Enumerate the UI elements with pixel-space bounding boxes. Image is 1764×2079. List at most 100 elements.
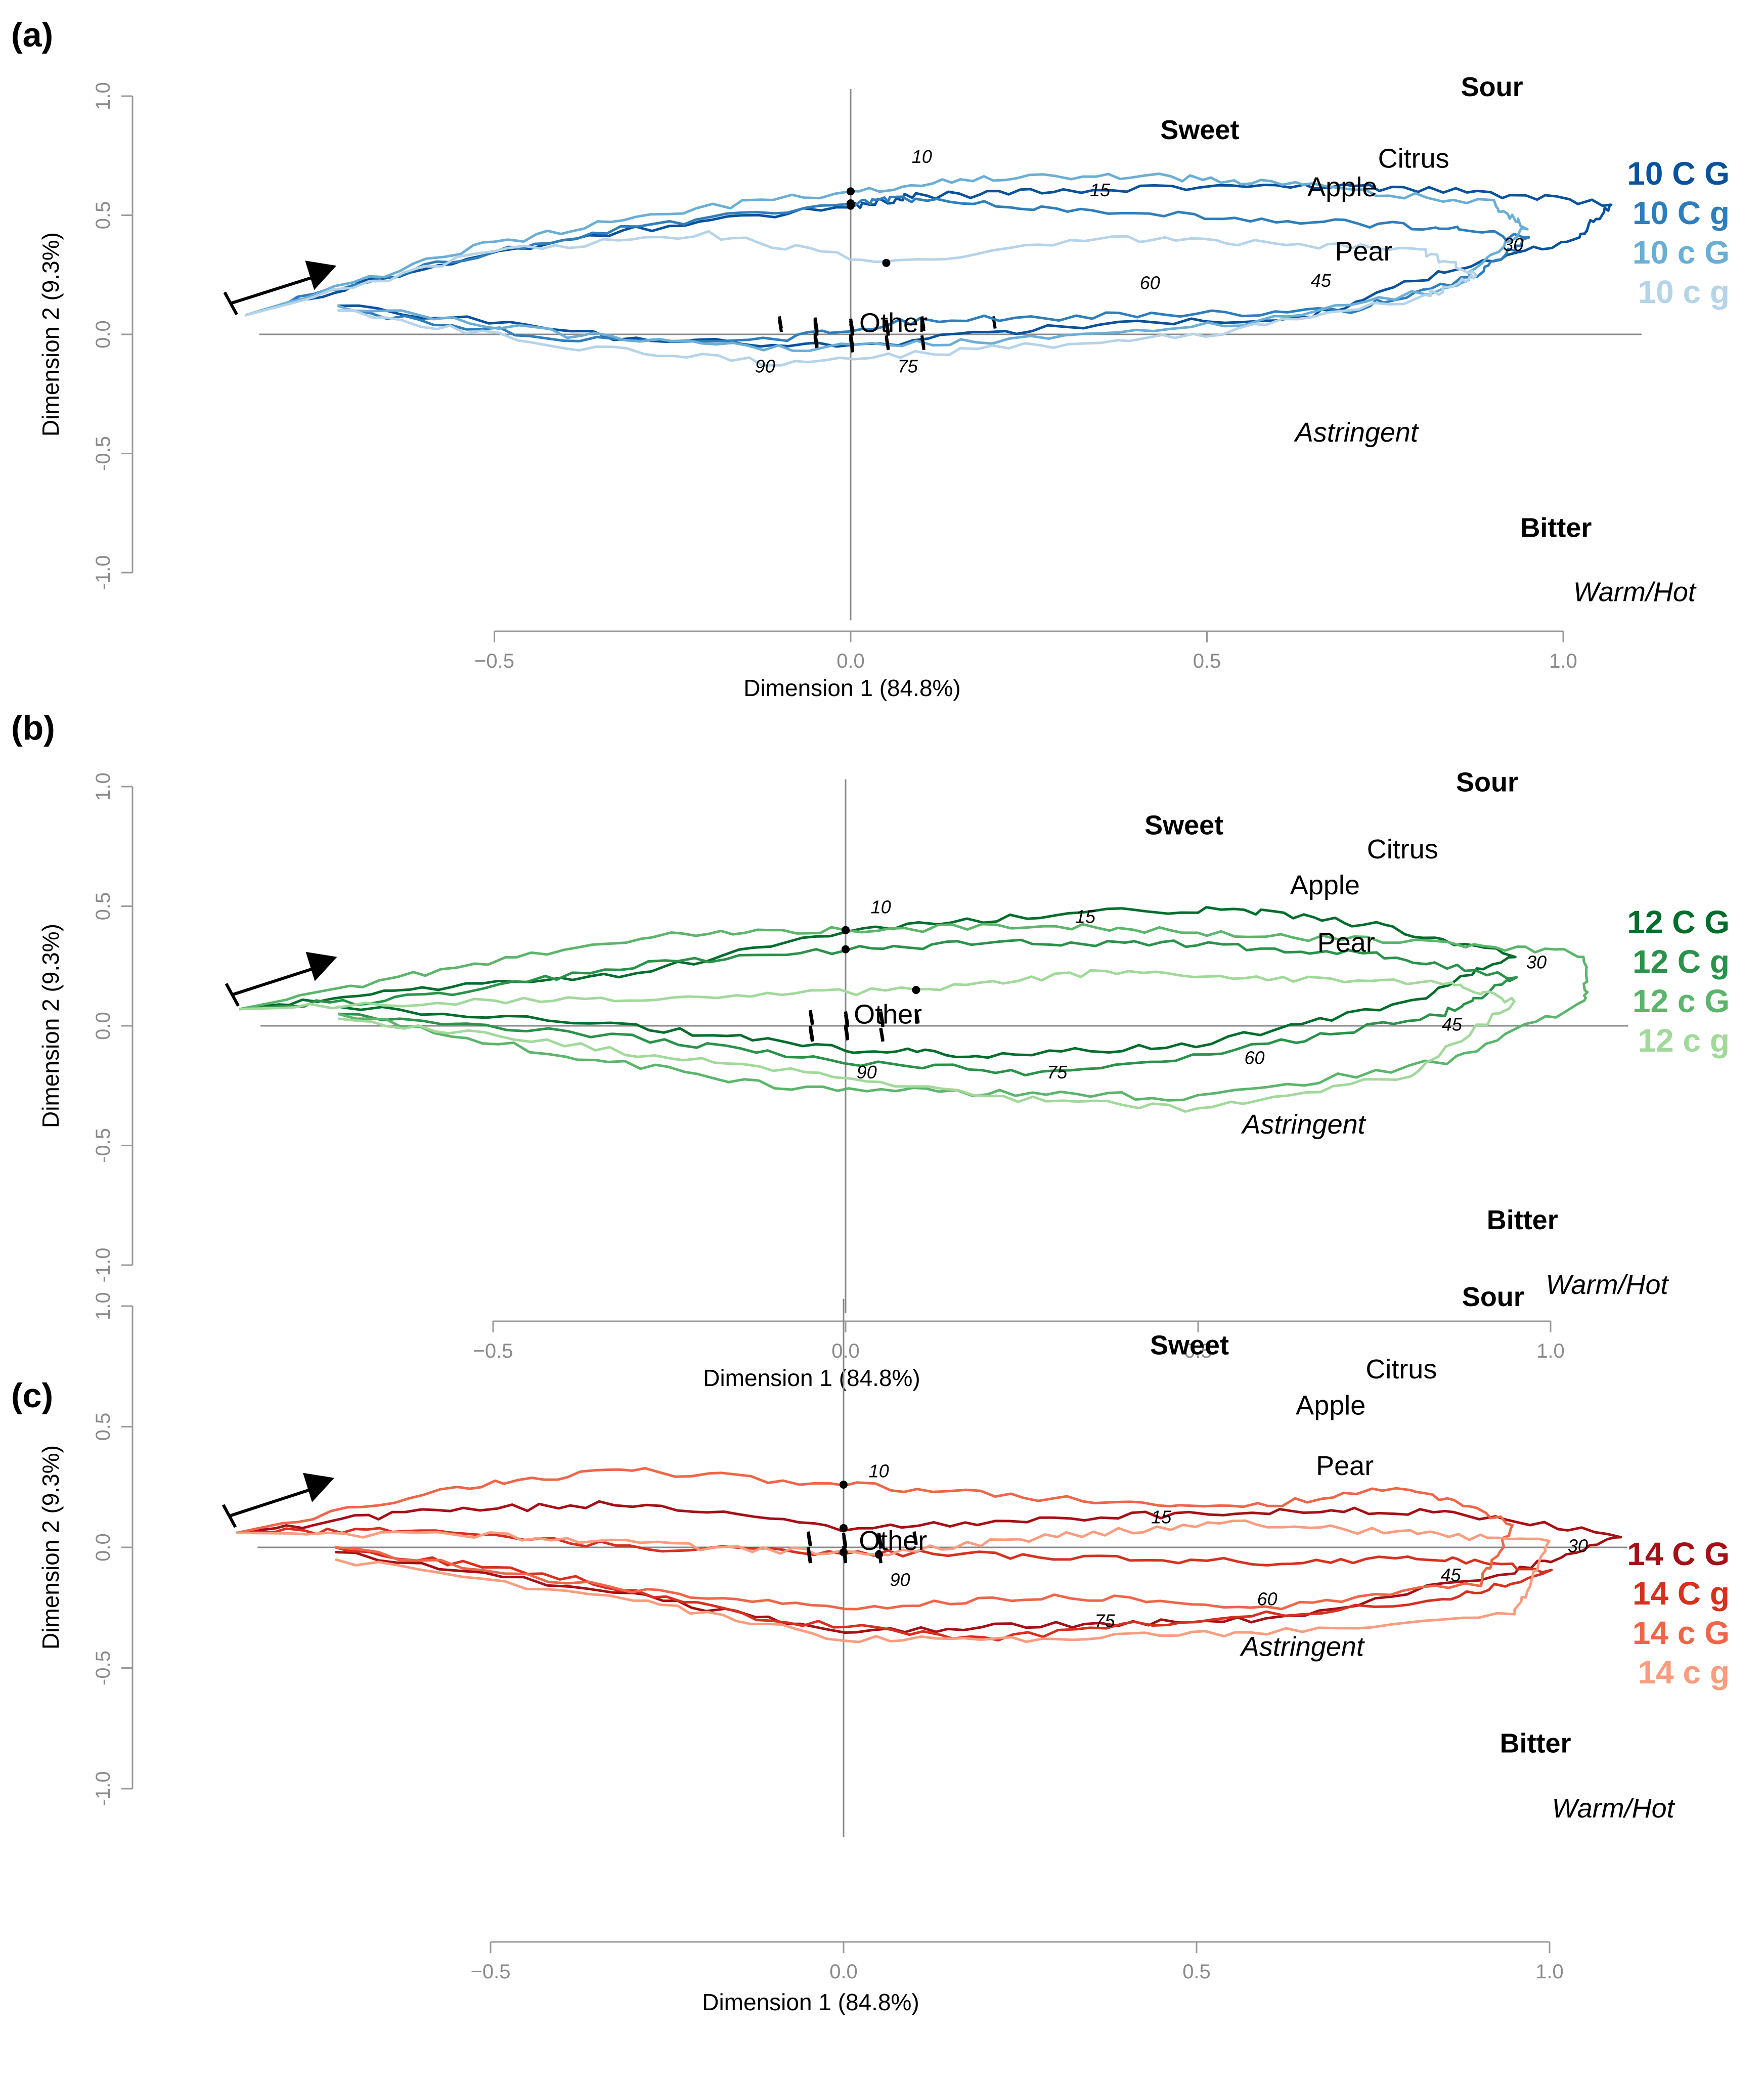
y-tick-label: 1.0 bbox=[92, 82, 114, 110]
time-label: 15 bbox=[1151, 1506, 1172, 1527]
y-tick-label: 1.0 bbox=[92, 1292, 114, 1320]
time-label: 45 bbox=[1442, 1014, 1463, 1034]
x-tick-label: 0.0 bbox=[836, 650, 865, 672]
legend-entry: 10 c G bbox=[1633, 234, 1730, 271]
series-line-10-C-G bbox=[244, 183, 1613, 348]
attribute-label-bitter: Bitter bbox=[1520, 512, 1592, 543]
attribute-label-astringent: Astringent bbox=[1241, 1109, 1366, 1140]
attribute-label-pear: Pear bbox=[1335, 236, 1392, 267]
x-tick-label: 0.0 bbox=[829, 1961, 858, 1983]
x-tick-label: 0.5 bbox=[1193, 650, 1221, 672]
time-label: 75 bbox=[1047, 1062, 1068, 1082]
attribute-label-astringent: Astringent bbox=[1294, 417, 1419, 448]
x-axis-label: Dimension 1 (84.8%) bbox=[702, 1989, 919, 2015]
legend-entry: 10 C G bbox=[1627, 155, 1730, 192]
time-tick-marker bbox=[813, 323, 819, 336]
start-dot bbox=[840, 1548, 848, 1556]
time-tick-marker bbox=[844, 1026, 849, 1040]
time-tick-marker bbox=[879, 1011, 885, 1024]
time-tick-marker bbox=[807, 1531, 812, 1544]
time-label: 60 bbox=[1257, 1588, 1277, 1609]
time-label: 75 bbox=[1094, 1610, 1115, 1631]
attribute-label-bitter: Bitter bbox=[1487, 1205, 1558, 1235]
start-arrow-head bbox=[305, 951, 337, 981]
time-label: 45 bbox=[1441, 1565, 1462, 1585]
time-tick-marker bbox=[885, 337, 890, 351]
attribute-label-other: Other bbox=[859, 308, 928, 338]
series-line-12-c-g bbox=[239, 969, 1516, 1113]
x-tick-label: 0.0 bbox=[831, 1340, 860, 1362]
x-axis-label: Dimension 1 (84.8%) bbox=[743, 675, 961, 701]
start-arrow-head bbox=[305, 261, 337, 290]
attribute-label-warm-hot: Warm/Hot bbox=[1552, 1793, 1675, 1824]
attribute-label-pear: Pear bbox=[1317, 927, 1375, 958]
y-axis-label: Dimension 2 (9.3%) bbox=[37, 232, 64, 437]
start-dot bbox=[840, 1524, 848, 1532]
legend-entry: 10 C g bbox=[1633, 195, 1730, 231]
y-tick-label: 0.0 bbox=[92, 320, 114, 349]
time-label: 30 bbox=[1503, 234, 1523, 255]
legend-entry: 12 C g bbox=[1633, 943, 1730, 980]
legend-entry: 14 C g bbox=[1633, 1575, 1730, 1612]
time-tick-marker bbox=[914, 1010, 920, 1023]
attribute-label-other: Other bbox=[854, 999, 922, 1029]
time-label: 75 bbox=[898, 356, 918, 376]
legend-entry: 12 c G bbox=[1633, 983, 1730, 1019]
time-label: 45 bbox=[1311, 270, 1332, 291]
time-tick-marker bbox=[877, 1532, 883, 1545]
time-tick-marker bbox=[849, 321, 854, 334]
y-tick-label: -1.0 bbox=[92, 555, 114, 590]
panel-label: (b) bbox=[11, 709, 55, 747]
time-label: 10 bbox=[871, 897, 891, 918]
time-label: 15 bbox=[1090, 180, 1111, 200]
panel-2: (b) -1.0 -0.5 0.0 0.5 1.0 Dimension 2 (9.3%) −0… bbox=[11, 709, 1730, 1391]
time-label: 30 bbox=[1526, 951, 1547, 972]
attribute-label-apple: Apple bbox=[1307, 172, 1377, 202]
start-dot bbox=[847, 187, 855, 196]
start-dot bbox=[840, 1480, 848, 1489]
series-line-14-C-g bbox=[236, 1527, 1553, 1642]
series-line-14-C-G bbox=[236, 1500, 1622, 1634]
time-tick-marker bbox=[809, 1025, 814, 1038]
attribute-label-astringent: Astringent bbox=[1240, 1632, 1365, 1662]
time-tick-marker bbox=[912, 1531, 918, 1544]
x-tick-label: −0.5 bbox=[473, 1340, 513, 1362]
time-tick-marker bbox=[844, 1015, 849, 1028]
start-arrow-bar bbox=[225, 983, 240, 1007]
time-tick-marker bbox=[813, 335, 819, 348]
attribute-label-apple: Apple bbox=[1290, 870, 1360, 900]
x-tick-label: −0.5 bbox=[471, 1961, 511, 1983]
time-label: 90 bbox=[755, 356, 775, 376]
series-line-12-C-G bbox=[239, 906, 1517, 1059]
start-dot bbox=[847, 199, 855, 207]
start-arrow-head bbox=[303, 1472, 334, 1502]
legend-entry: 12 c g bbox=[1638, 1022, 1730, 1059]
time-label: 30 bbox=[1568, 1536, 1588, 1556]
x-tick-label: 0.5 bbox=[1184, 1340, 1212, 1362]
attribute-label-citrus: Citrus bbox=[1367, 834, 1438, 864]
x-tick-label: 1.0 bbox=[1549, 650, 1577, 672]
attribute-label-sweet: Sweet bbox=[1144, 810, 1223, 841]
time-label: 60 bbox=[1140, 273, 1160, 293]
time-label: 10 bbox=[912, 146, 932, 167]
legend-entry: 14 C G bbox=[1627, 1536, 1730, 1572]
y-tick-label: 0.5 bbox=[92, 201, 114, 230]
time-tick-marker bbox=[920, 316, 925, 329]
attribute-label-warm-hot: Warm/Hot bbox=[1573, 577, 1697, 608]
attribute-label-sweet: Sweet bbox=[1150, 1330, 1229, 1360]
time-tick-marker bbox=[778, 316, 783, 329]
start-arrow-shaft bbox=[229, 1488, 310, 1518]
panel-1: (a) -1.0 -0.5 0.0 0.5 1.0 Dimension 2 (9.3%) −0… bbox=[11, 16, 1730, 701]
series-line-12-C-g bbox=[239, 938, 1518, 1077]
series-line-14-c-G bbox=[236, 1467, 1514, 1611]
time-label: 90 bbox=[857, 1062, 877, 1082]
x-tick-label: 0.5 bbox=[1182, 1961, 1211, 1983]
attribute-label-sour: Sour bbox=[1462, 1282, 1524, 1312]
series-line-14-c-g bbox=[236, 1519, 1551, 1643]
legend-entry: 12 C G bbox=[1627, 904, 1730, 940]
attribute-label-bitter: Bitter bbox=[1500, 1728, 1571, 1758]
attribute-label-pear: Pear bbox=[1316, 1451, 1374, 1481]
start-arrow-bar bbox=[223, 291, 238, 316]
x-axis-label: Dimension 1 (84.8%) bbox=[703, 1365, 920, 1391]
